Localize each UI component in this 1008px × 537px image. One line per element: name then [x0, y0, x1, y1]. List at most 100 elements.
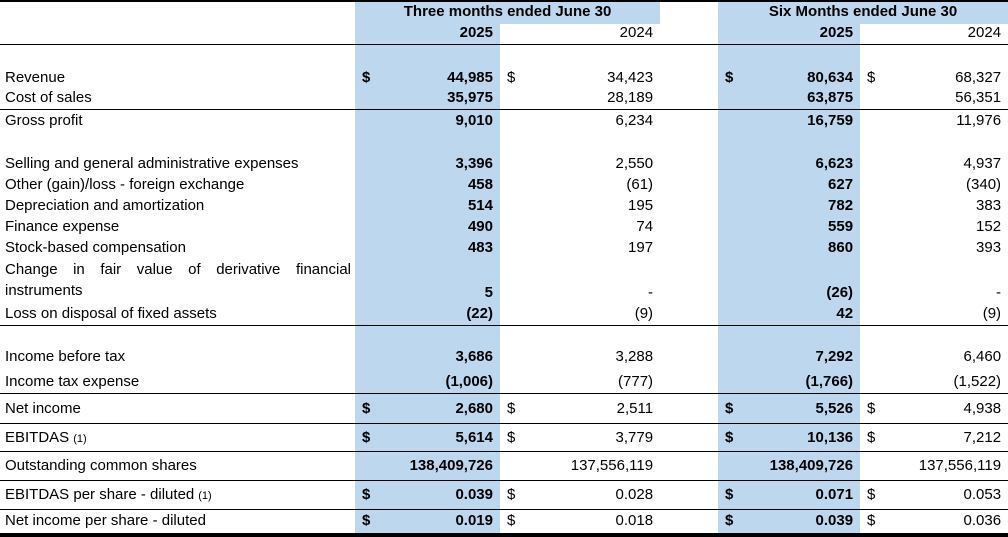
spacer-row — [0, 325, 1008, 346]
value-cell: 0.053 — [888, 480, 1008, 510]
currency-symbol — [355, 367, 385, 394]
value-cell: 28,189 — [530, 88, 661, 110]
footnote-marker: (1) — [198, 490, 212, 502]
currency-symbol — [355, 109, 385, 132]
year-header: 2025 — [748, 24, 861, 45]
row-label: Other (gain)/loss - foreign exchange — [5, 175, 245, 193]
period-group-header: Three months ended June 30 — [355, 1, 661, 24]
currency-symbol — [718, 174, 749, 196]
currency-symbol — [500, 153, 530, 175]
currency-symbol: $ — [507, 512, 516, 530]
spacer-row — [0, 131, 1008, 153]
row-label: Net income — [0, 393, 355, 424]
value-cell: 3,779 — [530, 423, 661, 452]
value-cell: 0.019 — [385, 509, 500, 535]
value-cell: 138,409,726 — [748, 451, 861, 481]
column-gap — [660, 393, 719, 424]
value-cell: 860 — [748, 237, 861, 259]
table-row: Depreciation and amortization 514 195 78… — [0, 195, 1008, 217]
table-row: Selling and general administrative expen… — [0, 152, 1008, 175]
value-cell: 5,614 — [385, 423, 500, 452]
value-cell: 0.018 — [615, 512, 654, 530]
currency-symbol — [718, 451, 749, 481]
currency-symbol: $ — [355, 66, 385, 89]
value-cell: 458 — [385, 174, 500, 196]
currency-symbol — [718, 216, 749, 238]
currency-symbol — [500, 238, 530, 259]
value-cell: (22) — [385, 303, 500, 326]
year-header — [860, 24, 889, 45]
currency-symbol — [355, 451, 385, 481]
currency-symbol — [860, 238, 888, 259]
table-row: EBITDAS per share - diluted (1) $ 0.039 $… — [0, 480, 1008, 510]
currency-symbol: $ — [355, 509, 385, 535]
currency-symbol — [500, 367, 530, 394]
value-cell: 2,511 — [530, 393, 661, 424]
currency-symbol — [500, 88, 530, 110]
column-gap — [660, 24, 719, 45]
value-cell: 4,937 — [963, 154, 1002, 172]
currency-symbol: $ — [507, 68, 516, 86]
currency-symbol — [500, 110, 530, 132]
table-row: Finance expense 490 74 559 152 — [0, 216, 1008, 238]
currency-symbol — [500, 196, 530, 217]
period-group-header-row: Three months ended June 30 Six Months en… — [0, 1, 1008, 24]
currency-symbol — [718, 152, 749, 175]
table-row: Net income $ 2,680 $ 2,511 $ 5,526 $ 4,9… — [0, 393, 1008, 424]
table-row: Gross profit 9,010 6,234 16,759 11,976 — [0, 109, 1008, 132]
currency-symbol: $ — [718, 509, 749, 535]
value-cell: 7,292 — [748, 345, 861, 368]
column-gap — [660, 67, 718, 89]
currency-symbol — [355, 88, 385, 110]
currency-symbol: $ — [355, 423, 385, 452]
currency-symbol — [500, 175, 530, 196]
column-gap — [660, 259, 718, 304]
row-label: Cost of sales — [0, 88, 355, 110]
currency-symbol: $ — [860, 480, 889, 510]
value-cell: 383 — [976, 196, 1002, 214]
currency-symbol — [355, 258, 385, 304]
currency-symbol — [860, 110, 888, 132]
currency-symbol — [355, 345, 385, 368]
currency-symbol — [718, 258, 749, 304]
value-cell: 9,010 — [385, 109, 500, 132]
currency-symbol: $ — [718, 480, 749, 510]
value-cell: 2,550 — [615, 154, 654, 172]
value-cell: (1,006) — [385, 367, 500, 394]
value-cell: 137,556,119 — [888, 451, 1008, 481]
currency-symbol — [718, 367, 749, 394]
row-label: Income before tax — [5, 347, 126, 365]
year-header — [718, 24, 749, 45]
row-label: Selling and general administrative expen… — [5, 154, 299, 172]
value-cell: 137,556,119 — [530, 451, 661, 481]
table-row: Income before tax 3,686 3,288 7,292 6,46… — [0, 345, 1008, 368]
column-gap — [660, 303, 719, 326]
value-cell: (26) — [748, 258, 861, 304]
value-cell: 68,327 — [955, 68, 1002, 86]
table-row: Cost of sales 35,975 28,189 63,875 56,35… — [0, 88, 1008, 110]
value-cell: 393 — [976, 238, 1002, 256]
row-label: Net income per share - diluted — [5, 512, 206, 530]
currency-symbol — [860, 88, 889, 110]
value-cell: 5 — [385, 258, 500, 304]
table-row: Change in fair value of derivative finan… — [0, 258, 1008, 304]
currency-symbol — [860, 451, 889, 481]
currency-symbol: $ — [867, 68, 876, 86]
currency-symbol — [355, 237, 385, 259]
value-cell: 10,136 — [748, 423, 861, 452]
column-gap — [660, 480, 719, 510]
currency-symbol — [355, 174, 385, 196]
column-gap — [660, 196, 718, 217]
year-header: 2024 — [888, 24, 1008, 45]
currency-symbol — [500, 303, 530, 326]
value-cell: 138,409,726 — [385, 451, 500, 481]
row-label: Loss on disposal of fixed assets — [0, 303, 355, 326]
year-header — [355, 24, 385, 45]
spacer-row — [0, 44, 1008, 67]
currency-symbol — [718, 88, 749, 110]
currency-symbol: $ — [355, 393, 385, 424]
currency-symbol — [860, 217, 888, 238]
value-cell: 74 — [636, 217, 654, 235]
value-cell: 80,634 — [748, 66, 861, 89]
column-gap — [660, 451, 719, 481]
